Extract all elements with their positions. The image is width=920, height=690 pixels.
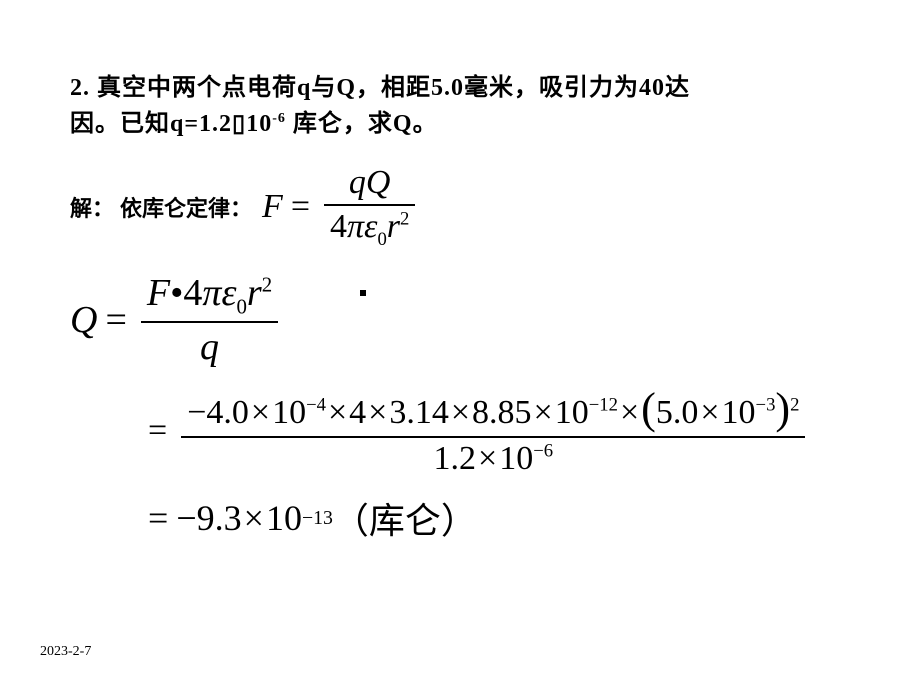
b5: 10	[722, 394, 756, 431]
res-exp: −13	[302, 507, 333, 530]
v5: 5.0	[656, 394, 699, 431]
F-var: F	[262, 188, 283, 226]
frac3-den: 1.2×10−6	[428, 440, 560, 478]
res-times: ×	[242, 497, 266, 539]
coulomb-formula: F = qQ 4πε0r2	[262, 164, 421, 251]
v3: 3.14	[389, 394, 449, 431]
frac2-bar	[141, 321, 278, 323]
t4: ×	[449, 394, 472, 431]
den-eps-sub: 0	[377, 229, 386, 250]
problem-line2-pre: 因。已知q=1.2	[70, 111, 232, 137]
e5: −3	[756, 395, 776, 416]
problem-exp: -6	[272, 111, 286, 126]
num-4: 4	[183, 272, 202, 314]
result: = −9.3×10−13（库仑）	[140, 492, 477, 544]
equals-1: =	[283, 188, 318, 226]
res-base: 10	[266, 497, 302, 539]
t3: ×	[366, 394, 389, 431]
bd: 10	[499, 440, 533, 477]
solution-row-1: 解： 依库仑定律： F = qQ 4πε0r2	[70, 164, 870, 251]
numeric-substitution: = −4.0×10−4×4×3.14×8.85×10−12×(5.0×10−3)…	[140, 383, 811, 478]
frac1-num: qQ	[343, 164, 397, 202]
t6: ×	[618, 394, 641, 431]
slide: 2. 真空中两个点电荷q与Q，相距5.0毫米，吸引力为40达 因。已知q=1.2…	[0, 0, 920, 690]
equals-2: =	[97, 298, 134, 342]
num-r-sup: 2	[262, 272, 272, 296]
solution-hint: 依库仑定律：	[120, 191, 252, 223]
frac1-bar	[324, 204, 415, 206]
problem-line1: 2. 真空中两个点电荷q与Q，相距5.0毫米，吸引力为40达	[70, 75, 690, 101]
den-eps: ε	[364, 208, 377, 245]
num-eps-sub: 0	[236, 294, 246, 318]
p5: 2	[790, 395, 799, 416]
problem-line2-post: 库仑，求Q。	[286, 111, 438, 137]
v1: −4.0	[187, 394, 249, 431]
t5: ×	[532, 394, 555, 431]
res-val: −9.3	[176, 497, 241, 539]
frac-1: qQ 4πε0r2	[324, 164, 415, 251]
problem-box: ▯	[232, 111, 246, 137]
den-pi: π	[347, 208, 364, 245]
d1: 1.2	[434, 440, 477, 477]
solution-row-3: = −4.0×10−4×4×3.14×8.85×10−12×(5.0×10−3)…	[140, 383, 870, 478]
frac2-num: F•4πε0r2	[141, 271, 278, 320]
solution-row-4: = −9.3×10−13（库仑）	[140, 492, 870, 544]
den-r: r	[387, 208, 400, 245]
res-unit: （库仑）	[333, 492, 477, 544]
problem-base: 10	[246, 111, 272, 137]
equals-3: =	[140, 412, 175, 450]
Q-var: Q	[70, 298, 97, 342]
den-4: 4	[330, 208, 347, 245]
num-F: F	[147, 272, 170, 314]
Q-formula: Q = F•4πε0r2 q	[70, 271, 284, 370]
center-marker	[360, 290, 366, 296]
num-pi: π	[202, 272, 221, 314]
frac-2: F•4πε0r2 q	[141, 271, 278, 370]
t7: ×	[698, 394, 721, 431]
problem-text: 2. 真空中两个点电荷q与Q，相距5.0毫米，吸引力为40达 因。已知q=1.2…	[70, 70, 870, 142]
de1: −6	[533, 441, 553, 462]
num-eps: ε	[221, 272, 236, 314]
v4: 8.85	[472, 394, 532, 431]
frac-3: −4.0×10−4×4×3.14×8.85×10−12×(5.0×10−3)2 …	[181, 383, 805, 478]
t1: ×	[249, 394, 272, 431]
b4: 10	[555, 394, 589, 431]
rp: )	[775, 384, 790, 433]
b1: 10	[272, 394, 306, 431]
v2: 4	[349, 394, 366, 431]
num-dot: •	[170, 272, 183, 314]
solution-row-2: Q = F•4πε0r2 q	[70, 271, 870, 370]
footer-date: 2023-2-7	[40, 644, 91, 660]
td: ×	[476, 440, 499, 477]
num-r: r	[247, 272, 262, 314]
e4: −12	[589, 395, 618, 416]
t2: ×	[326, 394, 349, 431]
den-r-sup: 2	[400, 209, 409, 230]
lp: (	[641, 384, 656, 433]
frac1-den: 4πε0r2	[324, 208, 415, 251]
solution-label: 解：	[70, 191, 114, 223]
equals-4: =	[140, 497, 176, 539]
frac3-bar	[181, 436, 805, 438]
frac3-num: −4.0×10−4×4×3.14×8.85×10−12×(5.0×10−3)2	[181, 383, 805, 434]
e1: −4	[306, 395, 326, 416]
frac2-den: q	[194, 325, 225, 369]
